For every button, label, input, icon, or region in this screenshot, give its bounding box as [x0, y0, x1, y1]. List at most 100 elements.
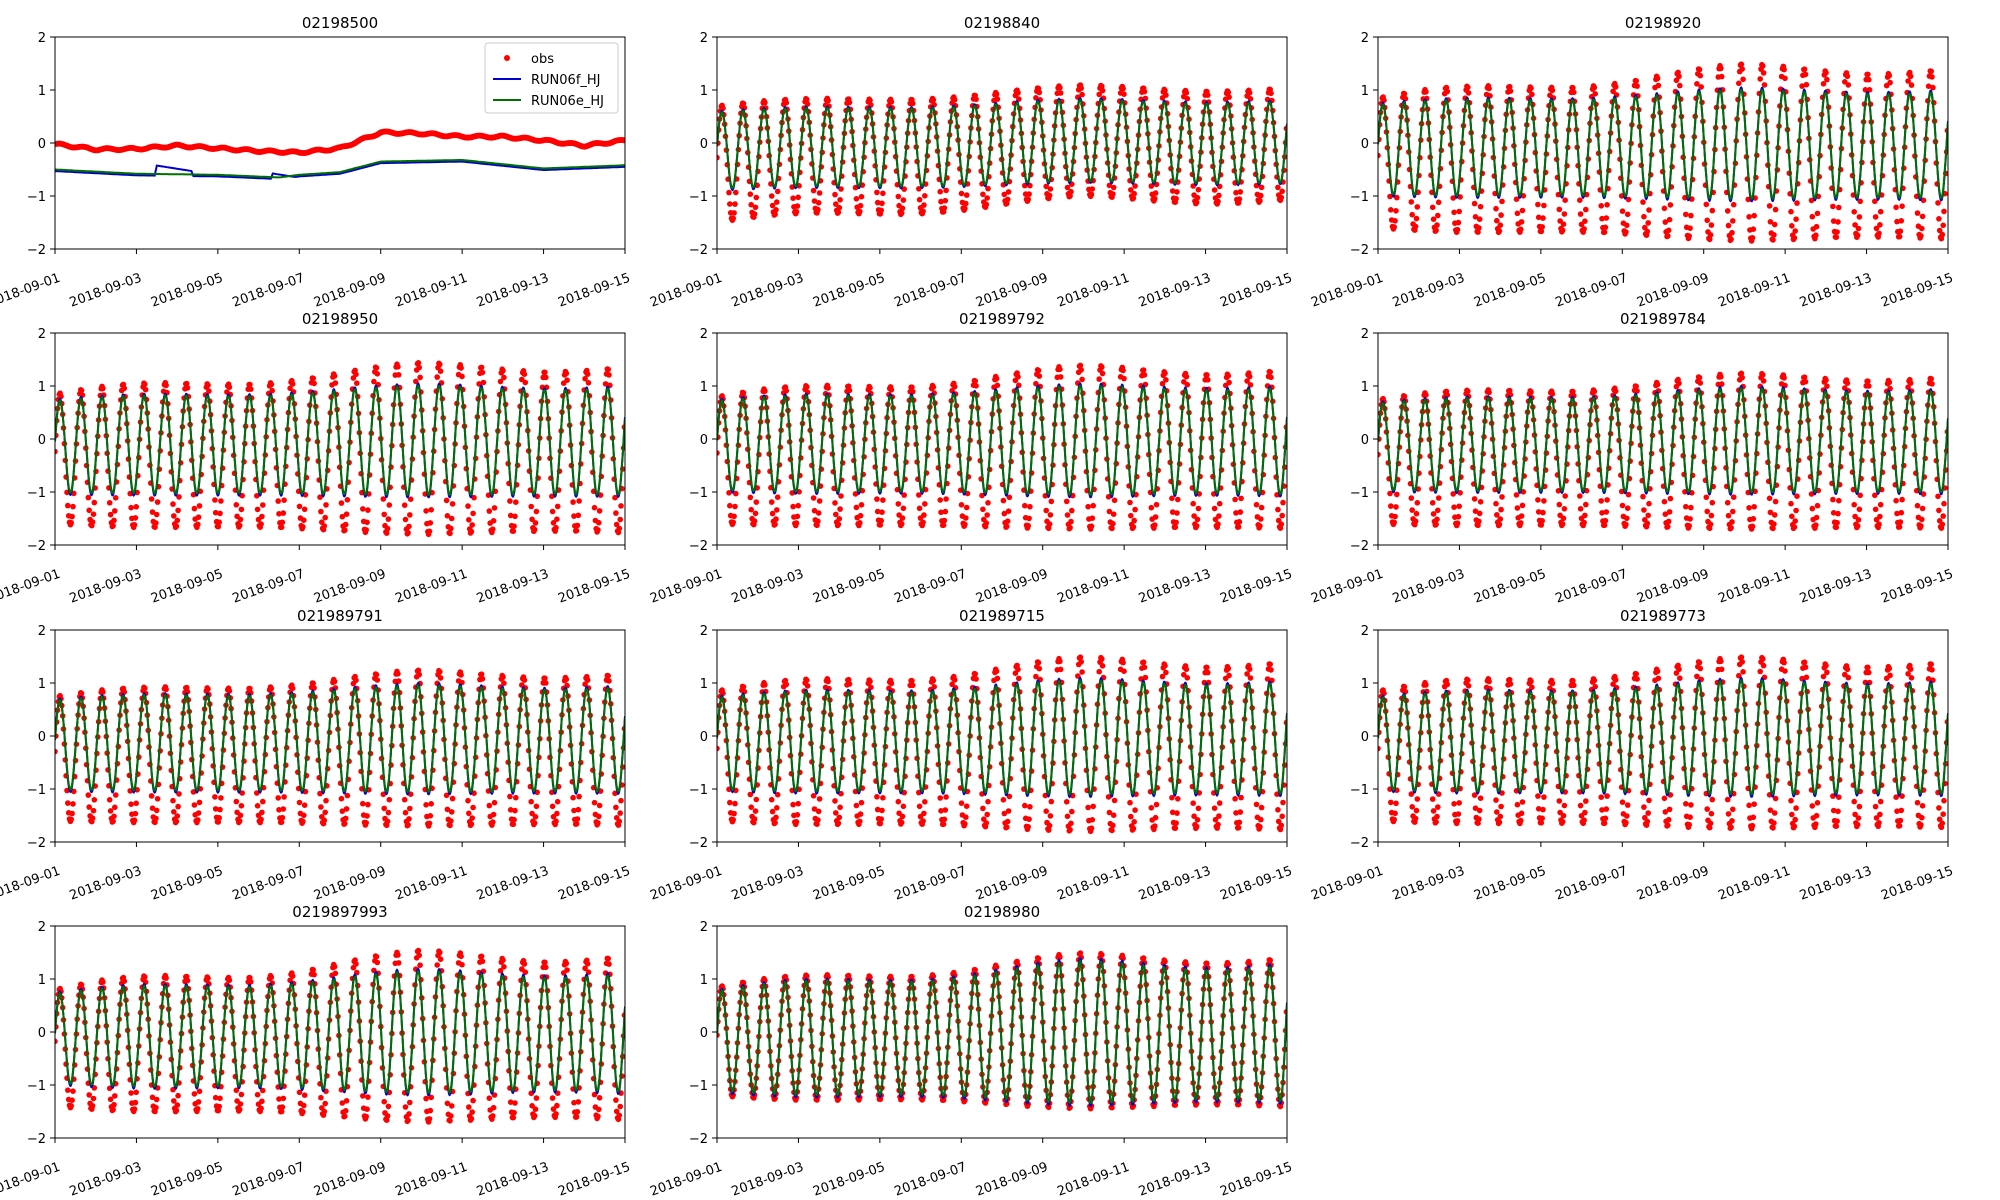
obs-point [1857, 198, 1863, 205]
obs-point [1513, 492, 1520, 498]
y-tick-label: 0 [38, 730, 46, 745]
obs-point [1430, 216, 1437, 222]
obs-point [571, 513, 577, 519]
obs-point [1518, 520, 1524, 526]
obs-point [921, 202, 927, 208]
obs-point [795, 194, 801, 201]
obs-point [466, 517, 472, 523]
x-tick-label: 2018-09-13 [1798, 271, 1874, 311]
chart-title: 02198920 [1625, 14, 1701, 32]
obs-point [1226, 94, 1232, 100]
obs-point [900, 803, 907, 810]
y-tick-label: −1 [27, 783, 46, 798]
obs-point [176, 791, 182, 797]
obs-point [795, 800, 801, 807]
obs-point [447, 530, 453, 537]
obs-point [416, 364, 423, 371]
obs-point [500, 674, 506, 680]
obs-point [983, 520, 990, 526]
obs-point [128, 504, 134, 511]
obs-point [258, 816, 264, 823]
obs-point [612, 494, 618, 501]
obs-point [1760, 378, 1767, 384]
obs-point [898, 819, 905, 826]
obs-point [1683, 503, 1689, 510]
obs-point [175, 803, 181, 810]
obs-point [571, 807, 577, 814]
obs-point [1063, 498, 1070, 505]
obs-point [958, 800, 965, 806]
obs-point [342, 820, 348, 827]
obs-point [584, 371, 591, 378]
obs-point [1571, 89, 1577, 96]
obs-point [1577, 506, 1584, 512]
obs-point [732, 201, 738, 207]
obs-point [1582, 512, 1588, 519]
obs-point [1918, 523, 1924, 529]
obs-point [973, 96, 979, 103]
obs-point [423, 508, 429, 514]
obs-point [937, 795, 943, 801]
obs-point [740, 684, 747, 690]
obs-point [1808, 491, 1815, 497]
obs-point [1794, 200, 1800, 206]
obs-point [899, 813, 906, 820]
obs-point [1110, 191, 1116, 197]
obs-point [747, 191, 754, 197]
obs-point [1211, 505, 1218, 512]
obs-point [1873, 225, 1880, 232]
obs-point [65, 800, 71, 806]
obs-point [963, 515, 969, 521]
obs-point [148, 496, 155, 502]
x-tick-label: 2018-09-01 [0, 567, 62, 607]
plot-area [55, 128, 625, 180]
y-tick-label: −1 [1350, 190, 1369, 205]
obs-point [1153, 501, 1160, 508]
obs-point [1025, 824, 1031, 830]
x-tick-label: 2018-09-13 [475, 271, 551, 311]
obs-point [259, 809, 265, 816]
obs-point [1801, 374, 1808, 381]
obs-point [1064, 184, 1071, 191]
obs-point [501, 680, 507, 686]
obs-point [1016, 675, 1022, 682]
obs-point [613, 804, 619, 811]
obs-point [1088, 191, 1095, 198]
obs-point [909, 384, 915, 391]
obs-point [1919, 213, 1926, 220]
obs-point [1099, 370, 1106, 377]
obs-point [1665, 518, 1672, 525]
obs-point [574, 816, 581, 822]
obs-point [1535, 214, 1542, 221]
obs-point [55, 448, 58, 455]
obs-point [212, 794, 218, 800]
obs-point [106, 500, 113, 506]
obs-point [1069, 507, 1075, 514]
obs-point [490, 819, 496, 825]
obs-point [1562, 197, 1568, 203]
x-tick-label: 2018-09-01 [648, 271, 724, 311]
obs-point [1746, 214, 1752, 220]
obs-point [275, 498, 282, 504]
obs-point [449, 795, 456, 802]
obs-point [1001, 510, 1008, 517]
obs-point [471, 494, 477, 501]
obs-point [1619, 502, 1626, 509]
obs-point [900, 505, 907, 512]
obs-point [898, 210, 905, 216]
obs-point [385, 809, 392, 816]
x-tick-label: 2018-09-11 [393, 271, 469, 311]
obs-point [128, 801, 134, 807]
x-tick-label: 2018-09-15 [1879, 567, 1955, 607]
obs-point [1236, 196, 1243, 202]
obs-point [237, 812, 244, 819]
obs-point [1001, 810, 1008, 817]
obs-point [1278, 194, 1285, 201]
obs-point [980, 506, 986, 513]
obs-point [470, 804, 476, 811]
obs-point [423, 802, 429, 808]
obs-point [296, 503, 303, 510]
